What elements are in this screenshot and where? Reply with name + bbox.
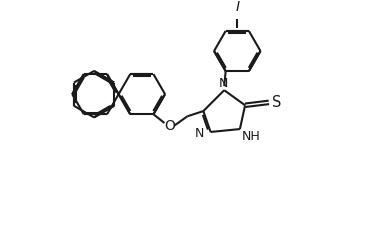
Text: I: I: [236, 0, 240, 14]
Text: S: S: [273, 95, 282, 110]
Text: N: N: [218, 77, 228, 90]
Text: O: O: [164, 119, 175, 133]
Text: NH: NH: [242, 130, 261, 143]
Text: N: N: [195, 127, 204, 140]
